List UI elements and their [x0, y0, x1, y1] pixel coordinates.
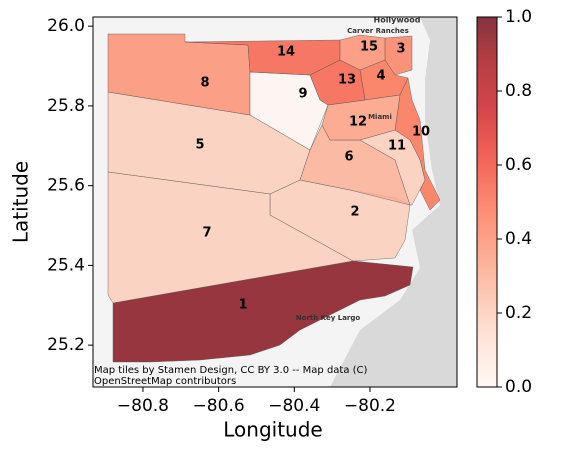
colorbar-tick-label: 0.4 [505, 229, 532, 249]
region-label: 6 [344, 150, 353, 165]
colorbar-tick-label: 0.2 [505, 303, 532, 323]
place-name: Carver Ranches [347, 27, 409, 35]
region-label: 5 [195, 138, 204, 153]
colorbar [476, 16, 498, 388]
y-tick-label: 25.2 [47, 335, 85, 355]
place-name: North Key Largo [296, 314, 361, 322]
region [112, 260, 414, 363]
x-tick-label: −80.8 [117, 396, 169, 416]
colorbar-tick-label: 1.0 [505, 7, 532, 27]
region-label: 3 [396, 42, 405, 57]
x-tick-label: −80.4 [268, 396, 320, 416]
region-label: 1 [238, 298, 247, 313]
colorbar-tick-label: 0.0 [505, 377, 532, 397]
region [339, 34, 386, 71]
place-name: Hollywood [374, 16, 421, 25]
y-axis-label: Latitude [9, 161, 33, 243]
y-tick-label: 25.4 [47, 255, 85, 275]
x-axis-label: Longitude [223, 418, 322, 442]
place-name: Miami [368, 113, 392, 121]
x-tick-label: −80.2 [344, 396, 396, 416]
basemap-water [330, 17, 457, 387]
region-label: 12 [349, 115, 367, 130]
x-tick-label: −80.6 [193, 396, 245, 416]
region-label: 7 [202, 226, 211, 241]
y-tick-label: 26.0 [47, 16, 85, 36]
region-label: 8 [200, 76, 209, 91]
region-label: 13 [338, 73, 356, 88]
y-tick-label: 25.6 [47, 176, 85, 196]
region-label: 15 [360, 40, 378, 55]
attribution: OpenStreetMap contributors [94, 376, 236, 387]
region [321, 94, 401, 141]
region [359, 129, 426, 206]
colorbar-tick-label: 0.8 [505, 81, 532, 101]
region [107, 171, 354, 304]
attribution: Map tiles by Stamen Design, CC BY 3.0 --… [94, 365, 368, 376]
region-label: 2 [350, 205, 359, 220]
colorbar-tick-label: 0.6 [505, 155, 532, 175]
region-label: 10 [412, 125, 430, 140]
map: Hollywood Carver Ranches Miami North Key La… [93, 16, 457, 387]
region-label: 9 [298, 87, 307, 102]
region-label: 14 [277, 45, 295, 60]
region-label: 4 [376, 69, 385, 84]
plot-frame [92, 16, 458, 388]
region-label: 11 [388, 139, 406, 154]
y-tick-label: 25.8 [47, 96, 85, 116]
